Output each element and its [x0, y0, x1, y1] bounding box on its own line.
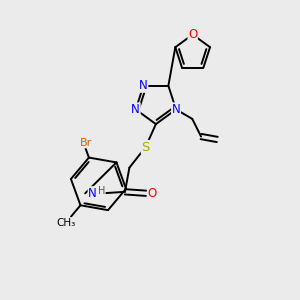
Text: O: O [147, 187, 157, 200]
Text: N: N [139, 79, 148, 92]
Text: CH₃: CH₃ [56, 218, 75, 228]
Text: O: O [188, 28, 197, 41]
Text: H: H [98, 186, 105, 196]
Text: S: S [141, 141, 150, 154]
Text: Br: Br [80, 138, 92, 148]
Text: N: N [131, 103, 140, 116]
Text: N: N [88, 187, 97, 200]
Text: N: N [172, 103, 180, 116]
